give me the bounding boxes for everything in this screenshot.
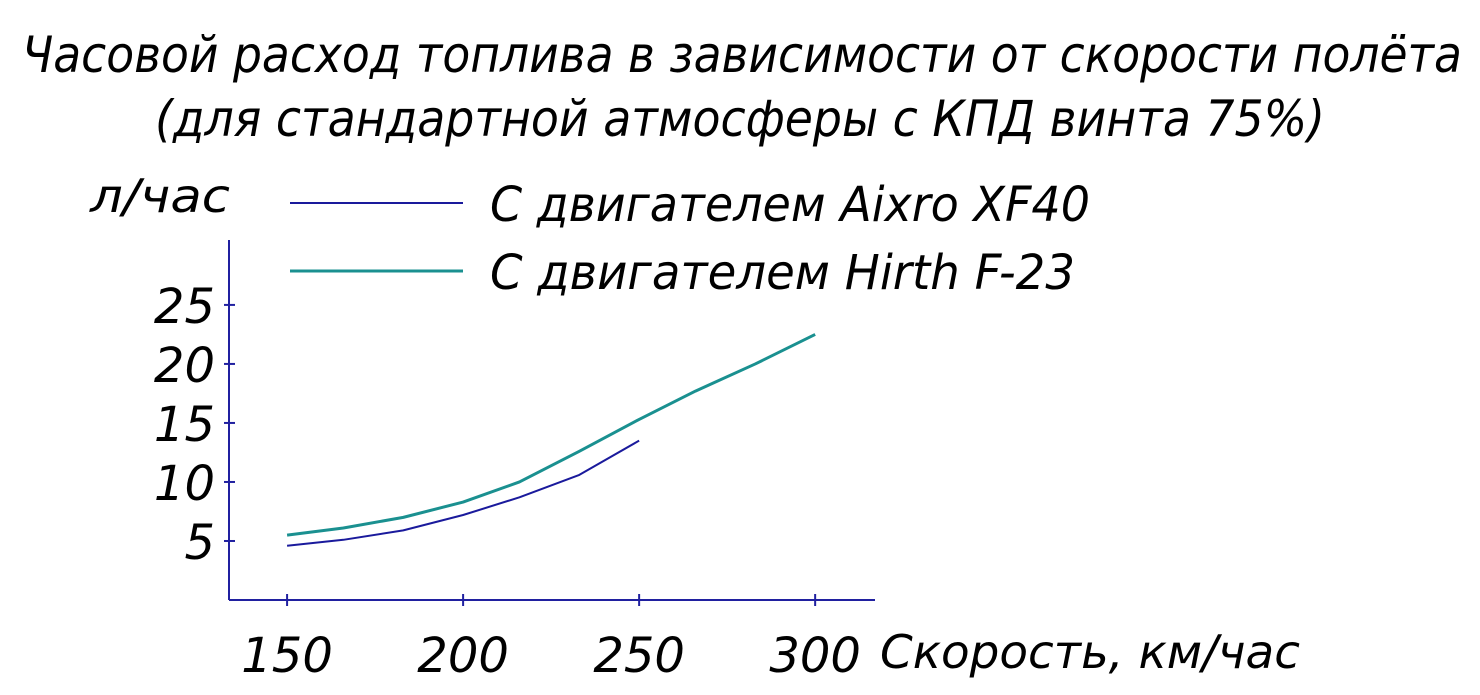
chart-title: Часовой расход топлива в зависимости от …: [22, 26, 1462, 84]
y-tick-label: 10: [154, 456, 215, 512]
y-axis-label: л/час: [89, 169, 230, 223]
x-tick-label: 150: [241, 628, 333, 684]
x-tick-label: 200: [417, 628, 509, 684]
series-line: [286, 439, 640, 547]
legend-label: С двигателем Aixro XF40: [490, 177, 1090, 233]
legend-label: С двигателем Hirth F-23: [490, 245, 1075, 301]
chart-subtitle: (для стандартной атмосферы с КПД винта 7…: [155, 90, 1325, 148]
x-tick-label: 250: [593, 628, 685, 684]
y-tick-label: 5: [184, 515, 215, 571]
x-axis-label: Скорость, км/час: [880, 625, 1300, 679]
series-line: [286, 333, 816, 537]
y-tick-label: 15: [154, 397, 215, 453]
y-tick-label: 25: [154, 279, 215, 335]
y-tick-label: 20: [154, 338, 215, 394]
x-tick-label: 300: [769, 628, 861, 684]
